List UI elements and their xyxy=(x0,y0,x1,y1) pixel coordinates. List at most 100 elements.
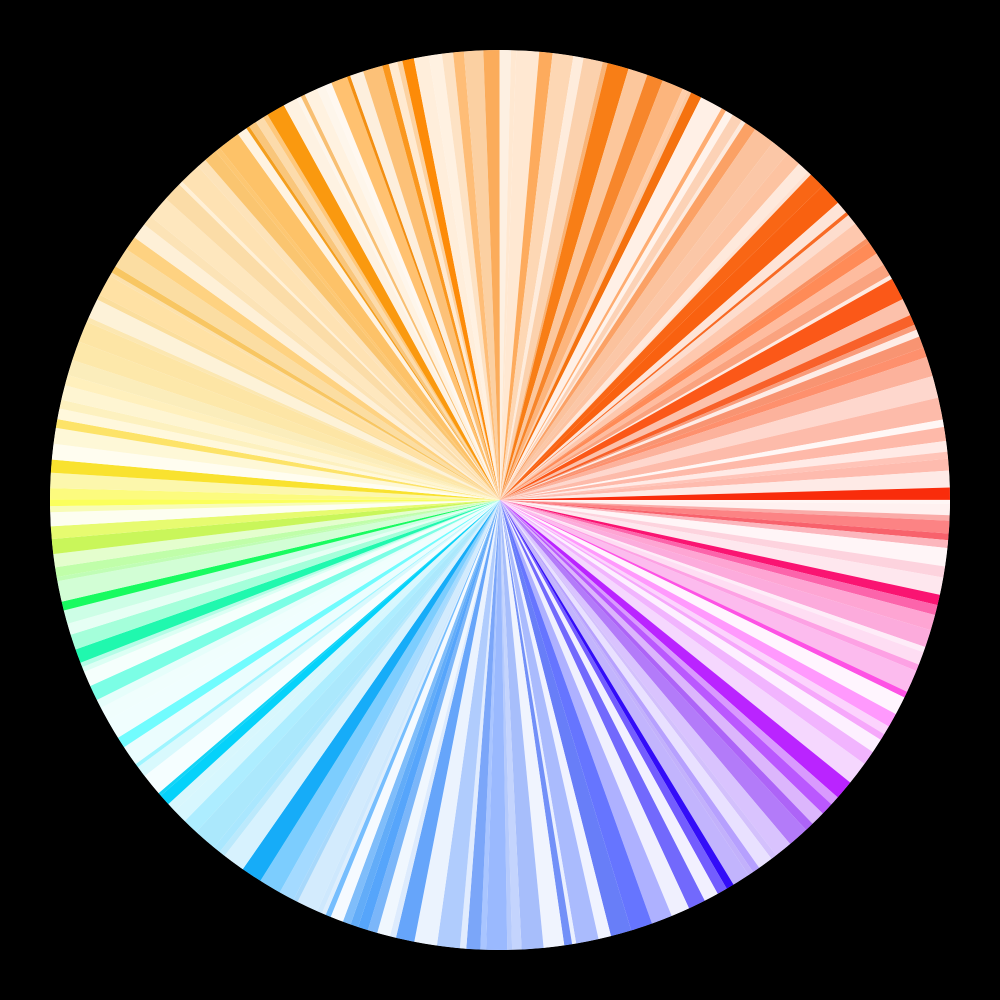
wheel-ray xyxy=(79,285,500,500)
wheel-ray xyxy=(109,225,501,501)
wheel-ray xyxy=(500,93,744,500)
wheel-ray xyxy=(128,500,500,807)
wheel-ray xyxy=(500,500,853,818)
wheel-ray xyxy=(226,111,500,501)
wheel-ray xyxy=(107,500,500,776)
wheel-ray xyxy=(50,500,500,571)
wheel-ray xyxy=(500,500,950,570)
wheel-ray xyxy=(291,76,500,501)
wheel-ray xyxy=(500,322,938,500)
wheel-ray xyxy=(500,500,923,724)
wheel-ray xyxy=(500,79,732,500)
wheel-ray xyxy=(500,500,950,536)
wheel-ray xyxy=(500,449,950,500)
wheel-ray xyxy=(50,424,500,500)
wheel-ray xyxy=(50,500,500,616)
wheel-ray xyxy=(153,500,500,825)
wheel-ray xyxy=(50,500,500,557)
wheel-ray xyxy=(500,500,744,906)
wheel-ray xyxy=(56,500,501,670)
wheel-ray xyxy=(500,500,827,845)
wheel-ray xyxy=(500,469,950,500)
wheel-ray xyxy=(500,230,894,500)
wheel-ray xyxy=(500,103,757,500)
wheel-ray xyxy=(500,350,950,500)
wheel-ray xyxy=(499,50,512,500)
wheel-ray xyxy=(479,500,500,950)
wheel-ray xyxy=(50,500,500,607)
wheel-ray xyxy=(192,135,500,501)
wheel-ray xyxy=(317,500,500,936)
wheel-ray xyxy=(50,500,500,528)
wheel-ray xyxy=(164,167,500,500)
wheel-ray xyxy=(500,226,886,501)
wheel-ray xyxy=(68,309,501,500)
wheel-ray xyxy=(50,369,500,500)
wheel-ray xyxy=(500,500,638,950)
wheel-ray xyxy=(92,262,500,500)
wheel-ray xyxy=(500,97,753,500)
wheel-ray xyxy=(482,50,500,500)
wheel-ray xyxy=(500,72,700,501)
wheel-ray xyxy=(485,500,508,950)
wheel-ray xyxy=(500,500,881,796)
wheel-ray xyxy=(207,500,500,872)
wheel-ray xyxy=(500,500,950,551)
wheel-ray xyxy=(287,78,500,501)
wheel-ray xyxy=(500,500,950,610)
wheel-ray xyxy=(458,500,500,950)
wheel-ray xyxy=(269,500,500,918)
wheel-ray xyxy=(500,500,771,889)
wheel-ray xyxy=(167,151,500,500)
wheel-ray xyxy=(500,500,523,950)
wheel-ray xyxy=(500,202,871,500)
wheel-ray xyxy=(500,329,943,500)
wheel-ray xyxy=(207,117,500,500)
wheel-ray xyxy=(500,500,659,950)
wheel-ray xyxy=(500,211,883,501)
wheel-ray xyxy=(357,50,500,500)
wheel-ray xyxy=(238,105,501,500)
wheel-ray xyxy=(500,90,737,500)
wheel-ray xyxy=(61,500,501,675)
wheel-ray xyxy=(500,500,680,943)
wheel-ray xyxy=(135,185,500,500)
wheel-ray xyxy=(288,500,500,930)
wheel-ray xyxy=(500,148,822,500)
wheel-ray xyxy=(316,64,500,501)
wheel-ray xyxy=(51,500,501,657)
wheel-ray xyxy=(160,500,500,836)
wheel-ray xyxy=(500,138,813,500)
wheel-ray xyxy=(500,500,728,919)
wheel-ray xyxy=(81,265,500,500)
wheel-ray xyxy=(500,500,926,707)
wheel-ray xyxy=(500,500,804,872)
wheel-ray xyxy=(50,500,500,513)
wheel-ray xyxy=(500,340,946,500)
ray-group xyxy=(50,50,950,950)
wheel-ray xyxy=(500,50,542,500)
wheel-ray xyxy=(314,500,500,934)
wheel-ray xyxy=(500,106,767,501)
wheel-ray xyxy=(60,313,501,500)
wheel-ray xyxy=(500,160,837,500)
wheel-ray xyxy=(500,189,862,500)
wheel-ray xyxy=(83,500,500,731)
wheel-ray xyxy=(323,58,500,500)
wheel-ray xyxy=(63,500,500,680)
wheel-ray xyxy=(392,50,500,500)
wheel-ray xyxy=(50,380,500,500)
wheel-ray xyxy=(170,500,500,847)
wheel-ray xyxy=(500,199,864,500)
wheel-ray xyxy=(500,500,546,950)
wheel-ray xyxy=(500,500,714,927)
wheel-ray xyxy=(72,500,500,709)
wheel-ray xyxy=(500,50,608,500)
wheel-ray xyxy=(308,67,500,501)
wheel-ray xyxy=(50,415,500,500)
wheel-ray xyxy=(500,500,820,860)
wheel-ray xyxy=(434,500,500,950)
wheel-ray xyxy=(500,50,555,500)
wheel-ray xyxy=(385,500,500,950)
